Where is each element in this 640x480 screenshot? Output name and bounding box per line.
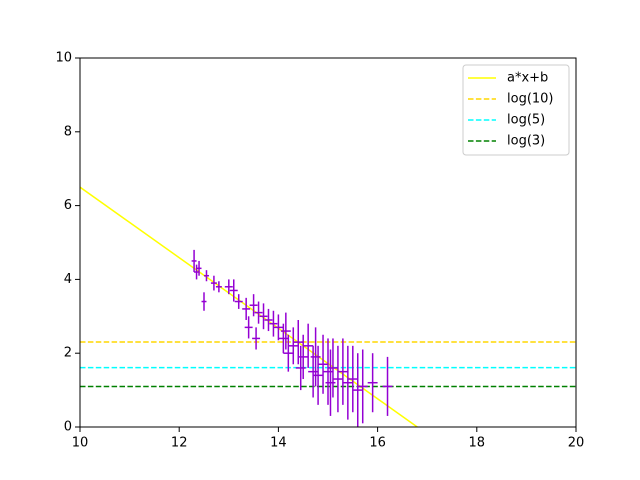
legend-box — [462, 64, 570, 156]
y-tick-label: 6 — [64, 198, 72, 213]
x-tick-label: 14 — [270, 436, 287, 451]
legend-label: a*x+b — [507, 71, 548, 86]
legend-label: log(10) — [507, 92, 554, 107]
legend-label: log(3) — [507, 134, 545, 149]
x-tick-label: 20 — [568, 436, 585, 451]
y-tick-label: 0 — [64, 420, 72, 435]
y-tick-label: 8 — [64, 124, 72, 139]
y-tick-label: 2 — [64, 346, 72, 361]
x-tick-label: 12 — [171, 436, 188, 451]
axes-frame — [79, 57, 577, 428]
legend: a*x+b log(10) log(5) log(3) — [462, 64, 570, 156]
x-tick-label: 16 — [369, 436, 386, 451]
plot-area — [80, 186, 576, 427]
x-tick-label: 10 — [72, 436, 89, 451]
y-tick-label: 10 — [55, 51, 72, 66]
legend-label: log(5) — [507, 113, 545, 128]
x-tick-label: 18 — [469, 436, 486, 451]
y-tick-label: 4 — [64, 272, 72, 287]
